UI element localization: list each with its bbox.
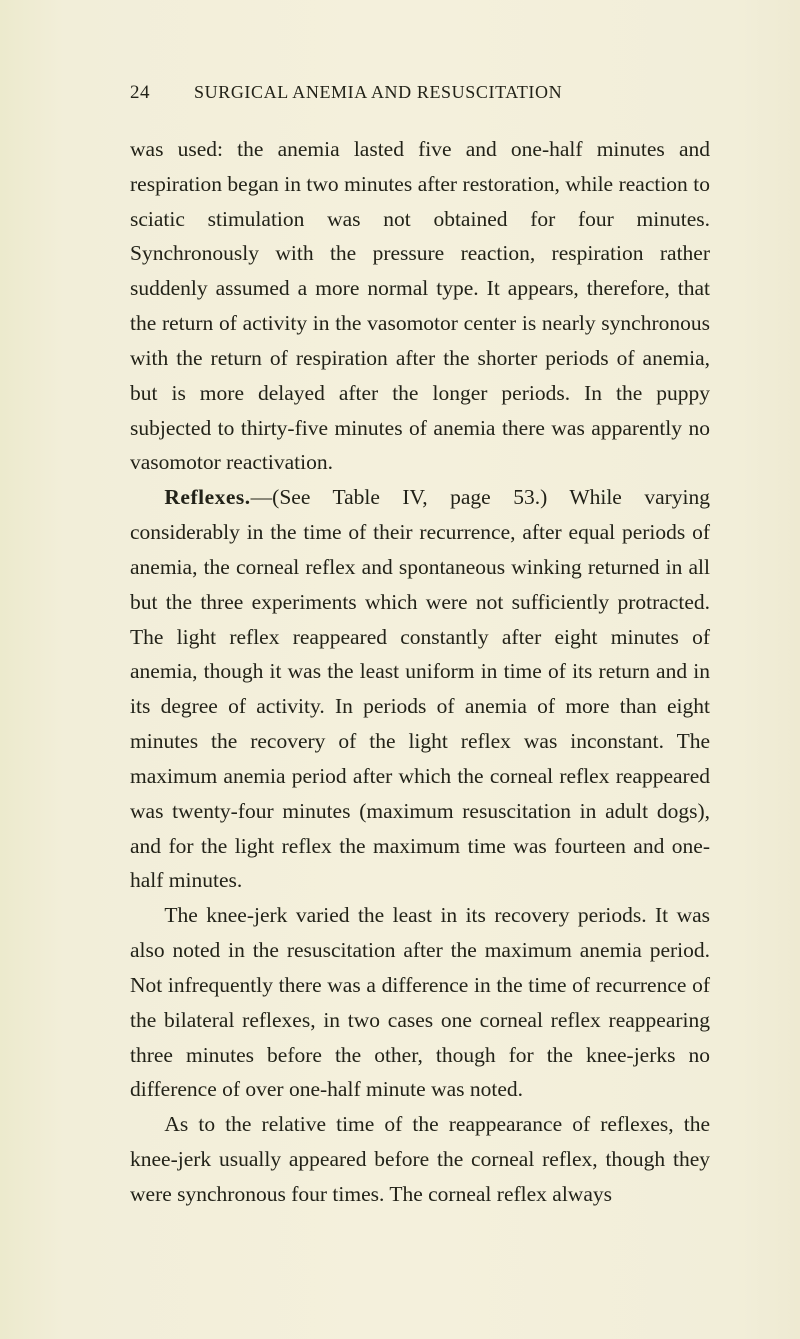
page-container: 24 SURGICAL ANEMIA AND RESUSCITATION was…	[0, 0, 800, 1339]
paragraph-3: The knee-jerk varied the least in its re…	[130, 898, 710, 1107]
running-title: SURGICAL ANEMIA AND RESUSCITATION	[194, 82, 562, 103]
page-number: 24	[130, 82, 150, 104]
body-text: was used: the anemia lasted five and one…	[130, 132, 710, 1212]
paragraph-2-body: —(See Table IV, page 53.) While varying …	[130, 485, 710, 892]
paragraph-2: Reflexes.—(See Table IV, page 53.) While…	[130, 480, 710, 898]
section-label-reflexes: Reflexes.	[164, 485, 250, 509]
page-header: 24 SURGICAL ANEMIA AND RESUSCITATION	[130, 82, 710, 104]
paragraph-1: was used: the anemia lasted five and one…	[130, 132, 710, 480]
paragraph-4: As to the relative time of the reappeara…	[130, 1107, 710, 1211]
